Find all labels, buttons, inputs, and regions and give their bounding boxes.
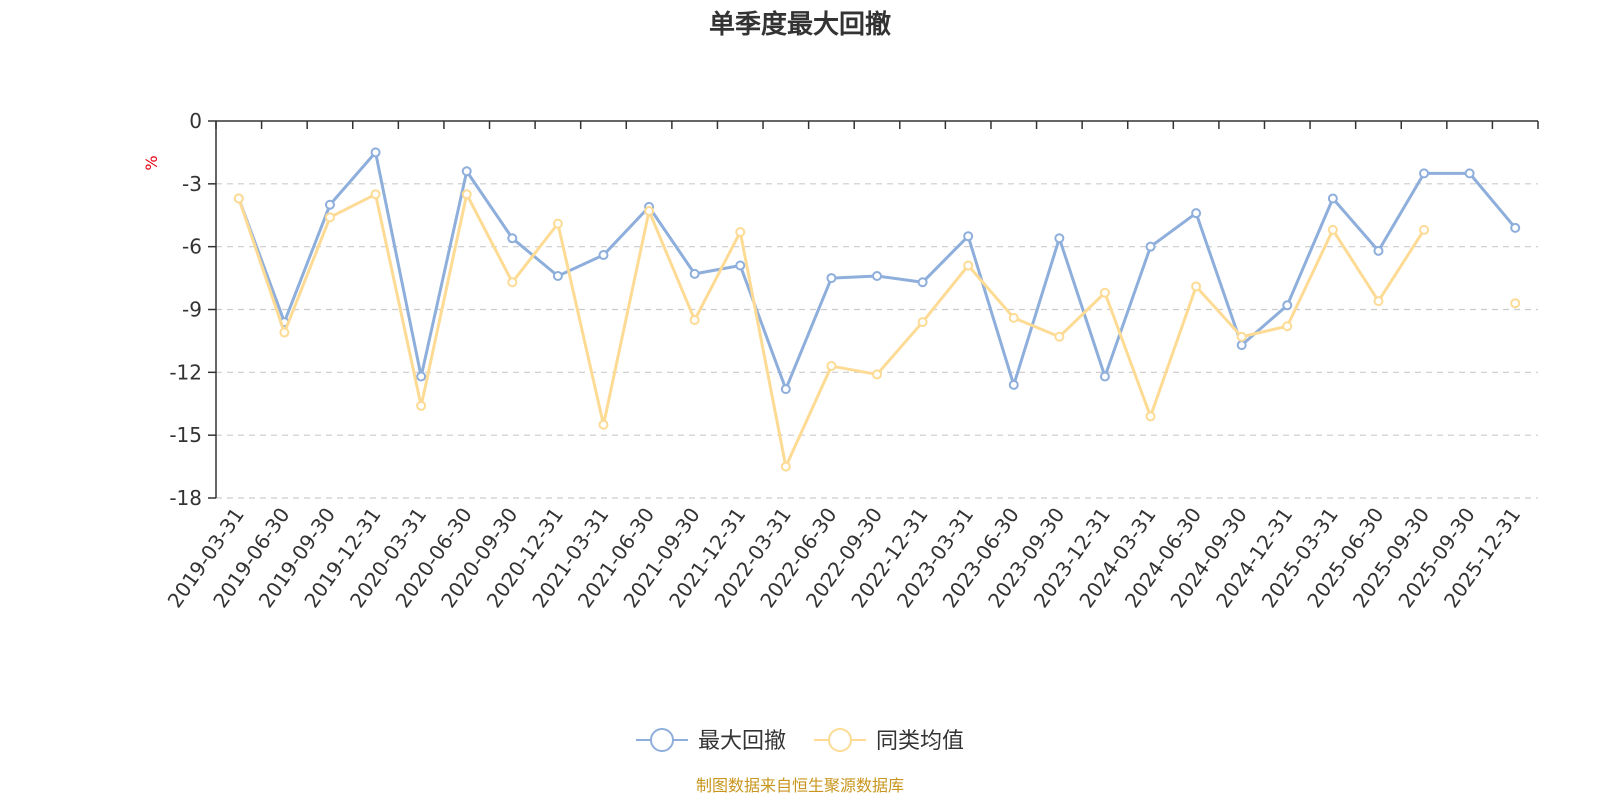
series-line	[237, 150, 1517, 391]
data-point	[917, 277, 928, 288]
legend-item-0[interactable]: 最大回撤	[636, 728, 786, 754]
data-point	[1099, 371, 1110, 382]
legend-label: 最大回撤	[698, 729, 786, 754]
data-point	[963, 260, 974, 271]
data-point	[1510, 298, 1521, 309]
data-point	[826, 273, 837, 284]
data-point	[644, 206, 655, 217]
data-point	[872, 369, 882, 380]
y-tick-label: -18	[169, 486, 202, 510]
chart-title: 单季度最大回撤	[709, 9, 891, 40]
y-tick-label: -3	[182, 172, 202, 196]
legend[interactable]: 最大回撤 同类均值	[636, 728, 964, 754]
y-tick-label: -12	[169, 360, 202, 384]
x-axis-ticks: 2019-03-312019-06-302019-09-302019-12-31…	[163, 503, 1526, 612]
legend-item-1[interactable]: 同类均值	[814, 728, 964, 754]
data-point	[1373, 245, 1384, 256]
data-point	[598, 250, 609, 261]
data-point	[279, 327, 290, 338]
data-point	[872, 270, 882, 281]
data-point	[1236, 331, 1247, 342]
data-point	[1099, 287, 1110, 298]
series-1	[233, 189, 1521, 472]
data-point	[963, 231, 974, 242]
data-point	[1282, 300, 1293, 311]
data-point	[507, 277, 518, 288]
data-point	[1191, 281, 1202, 292]
data-point	[552, 270, 563, 281]
data-point	[370, 189, 381, 200]
legend-label: 同类均值	[876, 729, 964, 754]
data-point	[1008, 312, 1019, 323]
data-point	[461, 166, 472, 177]
data-point	[507, 233, 518, 244]
data-point	[552, 218, 563, 229]
data-point	[598, 419, 609, 430]
legend-marker	[650, 728, 674, 752]
data-point	[324, 212, 335, 223]
data-point	[324, 199, 335, 210]
data-point	[826, 361, 837, 372]
y-tick-label: -6	[182, 235, 202, 259]
data-point	[1327, 224, 1338, 235]
y-tick-label: 0	[189, 109, 202, 133]
data-point	[1191, 208, 1202, 219]
data-point	[1510, 222, 1521, 233]
data-point	[735, 227, 746, 238]
data-point	[1419, 168, 1430, 179]
data-point	[1282, 321, 1293, 332]
data-point	[370, 147, 381, 158]
data-point	[917, 317, 928, 328]
data-point	[1145, 411, 1156, 422]
data-point	[689, 268, 700, 279]
data-point	[735, 260, 746, 271]
data-point	[1373, 296, 1384, 307]
series-0	[233, 147, 1521, 395]
y-axis-unit: %	[142, 155, 161, 170]
data-point	[1464, 168, 1475, 179]
source-note: 制图数据来自恒生聚源数据库	[696, 776, 904, 795]
data-point	[416, 400, 427, 411]
data-point	[1145, 241, 1156, 252]
series-group	[233, 147, 1521, 472]
data-point	[1327, 193, 1338, 204]
data-point	[1008, 379, 1019, 390]
data-point	[416, 371, 427, 382]
data-point	[780, 461, 791, 472]
legend-marker	[828, 728, 852, 752]
y-tick-label: -15	[169, 423, 202, 447]
data-point	[780, 384, 791, 395]
data-point	[689, 314, 700, 325]
data-point	[1236, 340, 1247, 351]
data-point	[233, 193, 244, 204]
series-line	[237, 192, 1426, 469]
data-point	[1419, 224, 1430, 235]
data-point	[1054, 233, 1065, 244]
data-point	[461, 189, 472, 200]
y-axis-ticks: 0 -3 -6 -9 -12 -15 -18	[169, 109, 202, 510]
y-tick-label: -9	[182, 298, 202, 322]
axes	[208, 120, 1539, 499]
data-point	[1054, 331, 1065, 342]
